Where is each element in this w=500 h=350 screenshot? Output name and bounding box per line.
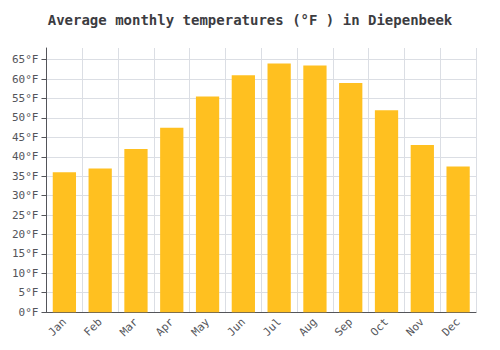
svg-text:Apr: Apr: [153, 315, 176, 338]
svg-text:40°F: 40°F: [12, 150, 39, 163]
svg-text:50°F: 50°F: [12, 111, 39, 124]
svg-text:Sep: Sep: [332, 316, 355, 339]
svg-text:20°F: 20°F: [12, 228, 39, 241]
svg-text:Mar: Mar: [117, 315, 140, 338]
svg-text:Average monthly temperatures (: Average monthly temperatures (°F ) in Di…: [48, 12, 453, 28]
svg-text:Jul: Jul: [261, 316, 284, 339]
svg-text:Jun: Jun: [225, 316, 248, 339]
svg-text:25°F: 25°F: [12, 209, 39, 222]
svg-text:10°F: 10°F: [12, 267, 39, 280]
svg-text:45°F: 45°F: [12, 131, 39, 144]
svg-text:35°F: 35°F: [12, 170, 39, 183]
svg-text:65°F: 65°F: [12, 53, 39, 66]
svg-text:Oct: Oct: [368, 316, 391, 339]
svg-text:55°F: 55°F: [12, 92, 39, 105]
svg-text:Feb: Feb: [82, 316, 105, 339]
svg-text:Jan: Jan: [46, 316, 69, 339]
svg-text:0°F: 0°F: [19, 306, 39, 319]
svg-text:60°F: 60°F: [12, 73, 39, 86]
svg-text:May: May: [189, 315, 212, 338]
svg-text:Aug: Aug: [296, 316, 319, 339]
svg-text:15°F: 15°F: [12, 247, 39, 260]
svg-text:Nov: Nov: [404, 315, 427, 338]
svg-text:5°F: 5°F: [19, 286, 39, 299]
svg-text:Dec: Dec: [439, 316, 462, 339]
svg-text:30°F: 30°F: [12, 189, 39, 202]
